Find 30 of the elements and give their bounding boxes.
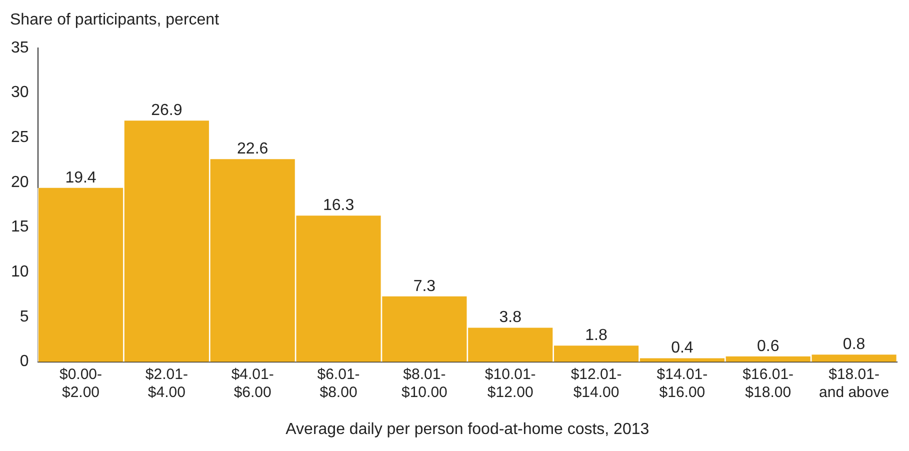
x-tick-label: $8.01- $10.00	[401, 366, 448, 401]
x-tick-label: $14.01- $16.00	[656, 366, 708, 401]
data-label: 22.6	[237, 140, 268, 158]
y-tick-label: 15	[11, 218, 29, 236]
data-label: 19.4	[65, 169, 96, 186]
x-tick-label: $6.01- $8.00	[317, 366, 360, 401]
data-label: 26.9	[151, 102, 182, 120]
data-label: 0.6	[756, 338, 780, 355]
y-tick-label: 0	[20, 353, 29, 370]
x-tick-label: $4.01- $6.00	[231, 366, 274, 401]
data-label: 1.8	[585, 327, 608, 344]
y-axis-title: Share of participants, percent	[10, 11, 220, 28]
x-axis-title: Average daily per person food-at-home costs, 2013	[286, 420, 650, 438]
y-tick-label: 10	[11, 264, 29, 281]
data-label: 7.3	[413, 278, 436, 295]
y-tick-label: 5	[20, 308, 29, 326]
x-tick-label: $10.01- $12.00	[484, 366, 536, 401]
y-tick-label: 20	[11, 174, 29, 191]
x-tick-label: $12.01- $14.00	[570, 366, 622, 401]
data-label: 0.4	[671, 340, 694, 357]
data-label: 3.8	[499, 309, 522, 326]
y-tick-label: 35	[11, 39, 29, 56]
y-tick-label: 30	[11, 84, 29, 102]
y-tick-label: 25	[11, 129, 29, 146]
x-tick-label: $16.01- $18.00	[742, 366, 794, 401]
x-tick-label: $2.01- $4.00	[145, 366, 188, 401]
data-label: 0.8	[842, 336, 866, 354]
x-tick-label: $0.00- $2.00	[59, 366, 102, 401]
x-tick-label: $18.01- and above	[819, 366, 890, 401]
data-label: 16.3	[322, 197, 354, 214]
